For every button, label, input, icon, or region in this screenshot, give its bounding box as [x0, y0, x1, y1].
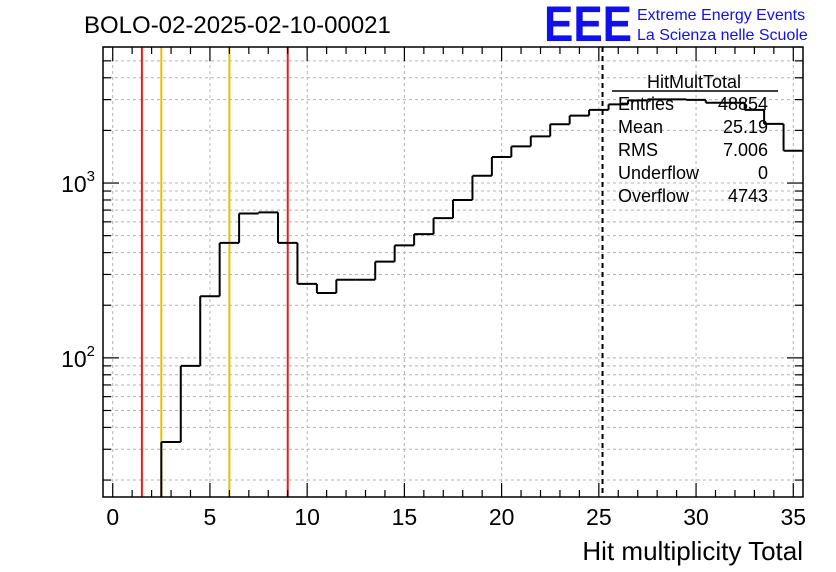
- grid: [103, 46, 803, 497]
- x-tick-label: 15: [392, 504, 418, 530]
- stats-row-label: RMS: [618, 140, 658, 160]
- axes: 0 5 10 15 20 25 30 35 102 103: [61, 46, 806, 530]
- y-tick-label: 103: [61, 168, 95, 197]
- stats-rows: Entries 48854 Mean 25.19 RMS 7.006 Underflow 0 O…: [618, 94, 768, 206]
- chart-title: BOLO-02-2025-02-10-00021: [84, 12, 391, 39]
- stats-row-label: Overflow: [618, 186, 690, 206]
- logo-line-2: La Scienza nelle Scuole: [637, 27, 808, 44]
- x-tick-label: 30: [683, 504, 709, 530]
- x-tick-label: 0: [106, 504, 119, 530]
- stats-row-value: 0: [758, 163, 768, 183]
- stats-box: HitMultTotal Entries 48854 Mean 25.19 RMS 7.0…: [612, 72, 778, 206]
- stats-title: HitMultTotal: [647, 72, 741, 92]
- logo-letters: EEE: [544, 0, 632, 52]
- plot-frame: [102, 46, 804, 498]
- stats-row-value: 4743: [728, 186, 768, 206]
- x-tick-label: 20: [489, 504, 515, 530]
- x-tick-label: 10: [294, 504, 320, 530]
- vertical-marker-lines: [140, 47, 604, 497]
- stats-row-label: Underflow: [618, 163, 700, 183]
- y-tick-label: 102: [61, 343, 95, 372]
- histogram-series: [160, 98, 803, 497]
- stats-row-label: Mean: [618, 117, 663, 137]
- x-axis-label: Hit multiplicity Total: [582, 536, 803, 566]
- x-tick-label: 35: [780, 504, 806, 530]
- eee-logo: EEE Extreme Energy Events La Scienza nel…: [544, 0, 808, 52]
- stats-row-value: 25.19: [723, 117, 768, 137]
- x-tick-label: 25: [586, 504, 612, 530]
- stats-row-value: 48854: [718, 94, 768, 114]
- x-tick-label: 5: [204, 504, 217, 530]
- stats-row-label: Entries: [618, 94, 674, 114]
- logo-line-1: Extreme Energy Events: [637, 7, 805, 24]
- stats-row-value: 7.006: [723, 140, 768, 160]
